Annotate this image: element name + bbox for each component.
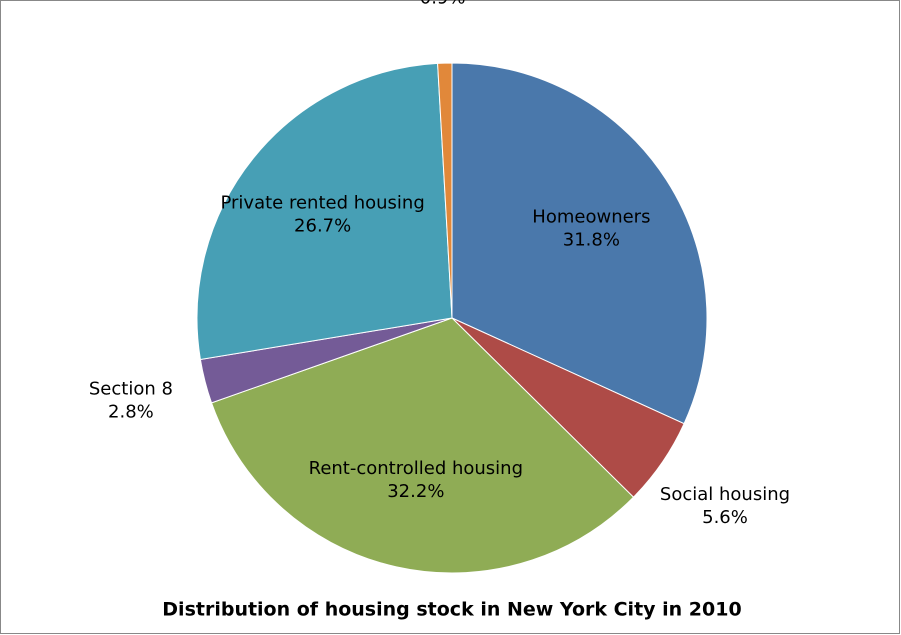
pie-slice [437,62,453,319]
slice-label: Social housing [660,484,790,505]
pie-slice [210,317,635,574]
slice-value: 32.2% [387,481,444,502]
slice-value: 5.6% [702,507,748,528]
slice-label: Rent-controlled housing [309,458,523,479]
chart-title: Distribution of housing stock in New Yor… [162,599,741,621]
pie-slice [196,62,453,361]
slice-label: Homeowners [532,206,650,227]
slice-value: 2.8% [108,401,154,422]
pie-slice [451,62,708,425]
slice-value: 31.8% [563,229,620,250]
slice-label: Private rented housing [220,192,424,213]
pie [196,62,708,574]
slice-value: 26.7% [294,215,351,236]
slice-value: 0.9% [420,0,466,9]
slice-label: Section 8 [89,378,173,399]
